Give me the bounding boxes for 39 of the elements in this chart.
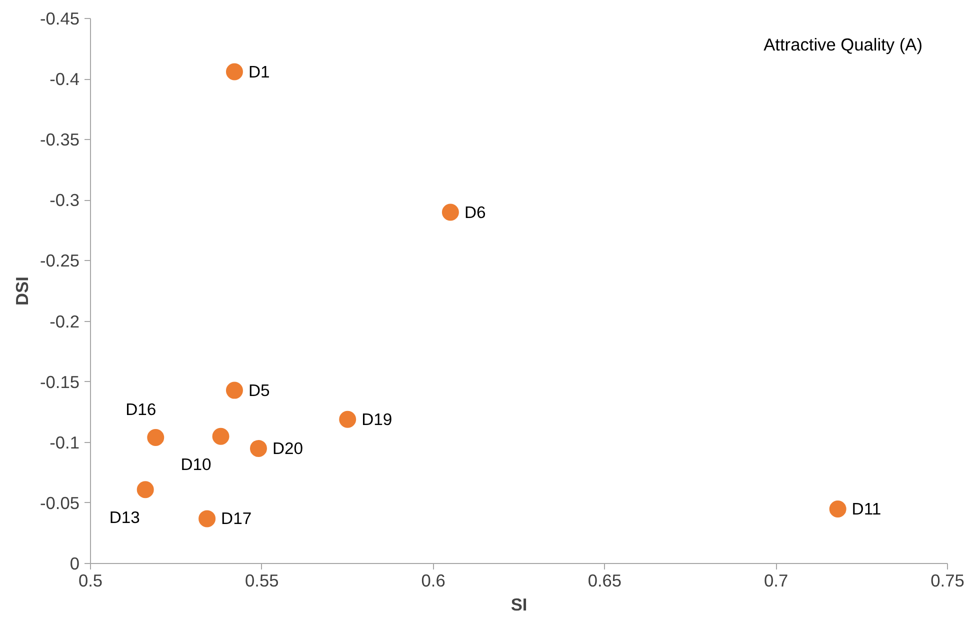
y-tick-label: -0.1: [50, 432, 80, 452]
y-tick-label: -0.05: [40, 492, 80, 513]
point: [226, 63, 243, 80]
y-tick-label: -0.25: [40, 250, 80, 271]
x-tick-label: 0.6: [421, 570, 446, 590]
y-tick-label: -0.15: [40, 372, 80, 392]
annotation: D13: [109, 508, 140, 528]
y-tick-label: -0.3: [50, 190, 80, 210]
annotation: D5: [248, 380, 270, 400]
y-tick-label: -0.2: [50, 311, 80, 332]
point: [442, 204, 459, 221]
point: [829, 500, 846, 518]
annotation: D10: [180, 454, 212, 474]
point: [250, 440, 267, 457]
point: [198, 510, 216, 528]
y-tick-label: 0: [70, 554, 80, 574]
annotation: D19: [362, 410, 392, 429]
x-tick-label: 0.55: [245, 570, 279, 590]
point: [136, 481, 154, 498]
x-tick-label: 0.75: [930, 570, 964, 590]
y-tick-label: -0.35: [40, 130, 80, 150]
x-tick-label: 0.7: [764, 570, 788, 590]
point: [226, 382, 243, 399]
annotation: D16: [126, 400, 156, 420]
y-tick-label: -0.45: [40, 8, 80, 28]
y-axis-title: DSI: [12, 276, 32, 306]
x-tick-label: 0.65: [588, 570, 622, 590]
point: [212, 428, 230, 445]
annotation: Attractive Quality (A): [764, 34, 923, 54]
annotation: D1: [248, 62, 270, 82]
annotation: D6: [464, 202, 486, 222]
x-axis-title: SI: [510, 594, 528, 614]
x-tick-label: 0.5: [78, 570, 103, 590]
annotation: D17: [221, 509, 252, 528]
point: [339, 410, 356, 428]
annotation: D20: [272, 438, 304, 458]
annotation: D11: [852, 500, 882, 518]
point: [147, 429, 164, 446]
y-tick-label: -0.4: [50, 69, 80, 90]
